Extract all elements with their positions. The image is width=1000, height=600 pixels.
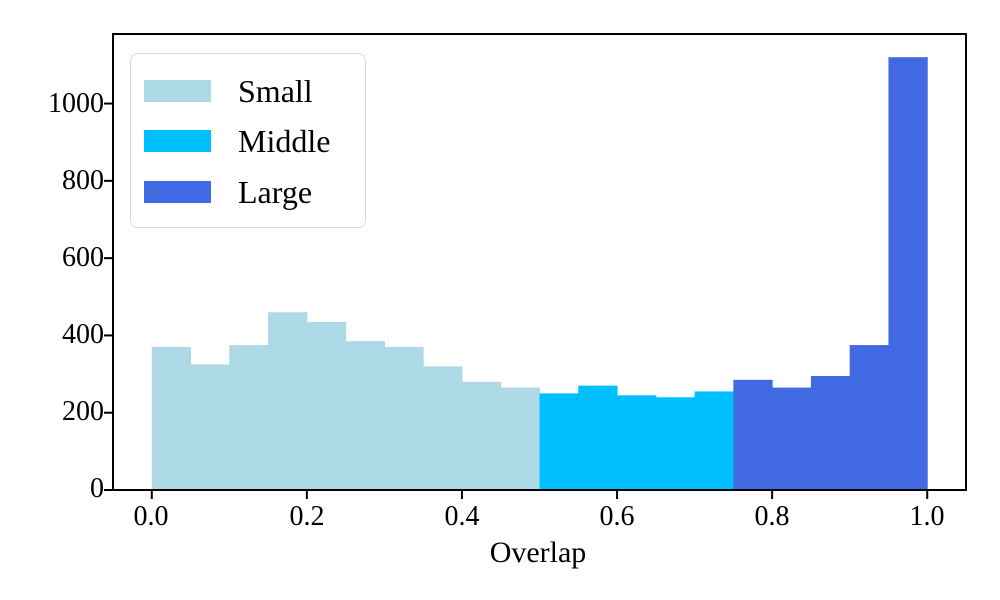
legend-swatch-small [144, 80, 211, 103]
histogram-bar-small-3 [268, 312, 308, 490]
legend-swatch-large [144, 180, 211, 203]
histogram-bar-large-16 [772, 387, 812, 490]
legend-label-middle: Middle [238, 123, 331, 160]
histogram-bar-large-17 [810, 376, 851, 490]
legend-item-middle: Middle [144, 116, 365, 166]
legend-item-large: Large [144, 167, 365, 217]
legend-item-small: Small [144, 66, 365, 116]
x-tick-label-0.6: 0.6 [599, 501, 635, 532]
x-axis-title: Overlap [489, 536, 587, 569]
x-tick-label-0.0: 0.0 [133, 501, 169, 532]
histogram-bar-middle-13 [655, 397, 696, 490]
histogram-bar-small-9 [500, 387, 540, 490]
histogram-bar-middle-12 [617, 395, 657, 490]
histogram-bar-small-1 [190, 364, 230, 490]
histogram-bar-small-8 [461, 381, 502, 490]
axes-spines [112, 33, 967, 491]
x-tick-label-1.0: 1.0 [909, 501, 945, 532]
y-tick-label-600: 600 [62, 242, 104, 273]
y-tick-label-200: 200 [62, 396, 104, 427]
x-tick-label-0.4: 0.4 [444, 501, 480, 532]
histogram-bar-middle-10 [539, 393, 579, 490]
histogram-bar-small-6 [384, 347, 424, 490]
legend-swatch-middle [144, 130, 211, 153]
x-tick-label-0.2: 0.2 [289, 501, 325, 532]
histogram-bar-large-15 [733, 379, 773, 490]
y-tick-label-800: 800 [62, 165, 104, 196]
histogram-bar-small-5 [345, 341, 385, 490]
x-tick-label-0.8: 0.8 [754, 501, 790, 532]
y-tick-label-1000: 1000 [48, 88, 104, 119]
histogram-bar-large-18 [849, 345, 889, 490]
legend-label-small: Small [238, 73, 313, 110]
histogram-bar-small-0 [151, 347, 192, 490]
histogram-bar-middle-11 [578, 385, 618, 490]
histogram-bar-small-4 [306, 321, 347, 490]
legend-label-large: Large [238, 173, 313, 210]
histogram-bar-middle-14 [694, 391, 734, 490]
histogram-bar-small-7 [423, 366, 463, 490]
y-tick-label-0: 0 [90, 473, 104, 504]
histogram-bar-large-19 [888, 57, 928, 490]
legend: Small Middle Large [130, 53, 366, 228]
histogram-bar-small-2 [229, 345, 269, 490]
y-tick-label-400: 400 [62, 319, 104, 350]
